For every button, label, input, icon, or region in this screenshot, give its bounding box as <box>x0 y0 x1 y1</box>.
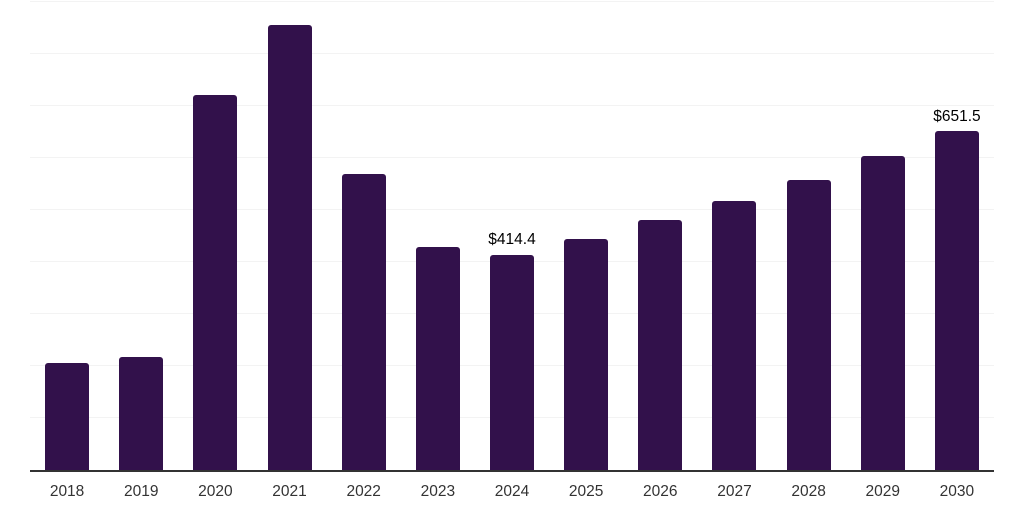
bar-2025 <box>564 239 609 470</box>
bar-2022 <box>341 174 386 470</box>
bar-2030 <box>934 131 979 470</box>
gridline <box>30 105 994 106</box>
x-axis: 2018 2019 2020 2021 2022 2023 2024 2025 2026 2027… <box>30 472 994 512</box>
bar-2019 <box>119 356 164 470</box>
bar-2020 <box>193 95 238 470</box>
gridline <box>30 157 994 158</box>
bar-2023 <box>415 247 460 470</box>
x-tick-2018: 2018 <box>49 483 85 500</box>
bar-2029 <box>860 155 905 470</box>
gridline <box>30 53 994 54</box>
x-tick-2021: 2021 <box>272 483 307 500</box>
bar-2021 <box>267 25 312 470</box>
x-tick-2019: 2019 <box>123 483 159 500</box>
x-tick-2024: 2024 <box>494 483 530 500</box>
x-tick-2030: 2030 <box>939 483 975 500</box>
bar-2027 <box>712 201 757 470</box>
x-tick-2023: 2023 <box>420 483 456 500</box>
x-tick-2027: 2027 <box>717 483 752 500</box>
x-tick-2029: 2029 <box>865 483 901 500</box>
plot-area: $414.4 $651.5 <box>30 1 994 472</box>
bar-2028 <box>786 179 831 470</box>
bar-2024 <box>490 254 534 470</box>
x-tick-2028: 2028 <box>791 483 826 500</box>
bar-value-label-2030: $651.5 <box>933 107 981 125</box>
bar-2026 <box>638 219 683 470</box>
x-tick-2022: 2022 <box>346 483 381 500</box>
x-tick-2020: 2020 <box>198 483 233 500</box>
x-tick-2025: 2025 <box>568 483 604 500</box>
x-tick-2026: 2026 <box>643 483 678 500</box>
bar-value-label-2024: $414.4 <box>488 231 536 249</box>
gridline <box>30 209 994 210</box>
gridline <box>30 1 994 2</box>
bar-2018 <box>45 362 90 470</box>
